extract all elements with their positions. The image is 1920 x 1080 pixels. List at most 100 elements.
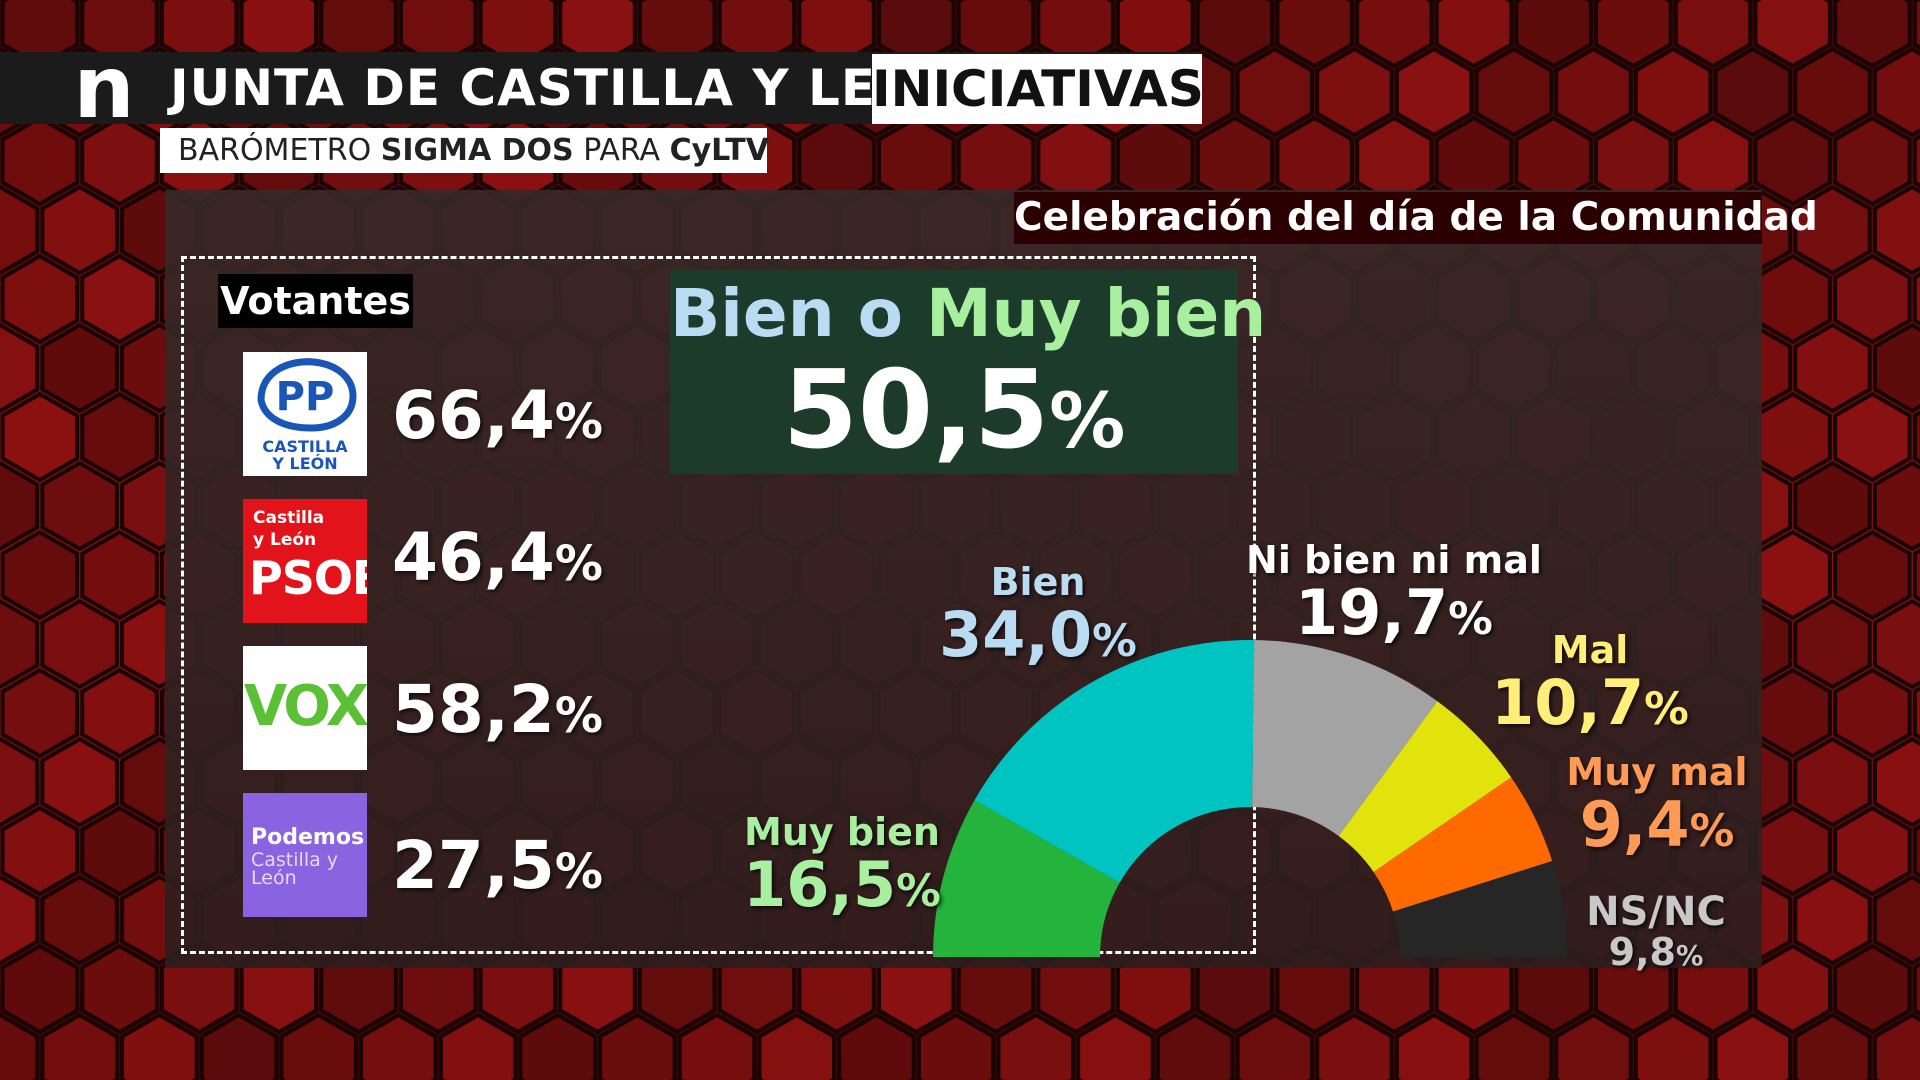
slice-name: NS/NC: [1586, 889, 1726, 935]
hexagon-tile: [558, 0, 637, 69]
hexagon-tile: [1753, 943, 1832, 1035]
vox-unit: %: [554, 688, 603, 744]
hexagon-tile: [1833, 115, 1912, 207]
slice-value: 19,7%: [1244, 580, 1544, 652]
pp-unit: %: [554, 394, 603, 450]
hexagon-tile: [1633, 46, 1713, 138]
hexagon-tile: [1793, 874, 1872, 966]
hexagon-tile: [1275, 0, 1354, 69]
podemos-logo: Podemos Castilla y León: [243, 793, 367, 917]
hexagon-tile: [0, 805, 80, 897]
hexagon-tile: [1594, 0, 1673, 69]
hexagon-tile: [1793, 736, 1872, 828]
slice-label-muy-mal: Muy mal 9,4%: [1562, 752, 1752, 864]
hexagon-tile: [1912, 0, 1920, 50]
hexagon-tile: [1793, 322, 1872, 414]
channel-logo: n: [73, 38, 135, 138]
survey-source: BARÓMETRO SIGMA DOS PARA CyLTV: [160, 128, 769, 173]
hexagon-tile: [1912, 272, 1920, 326]
hexagon-tile: [717, 0, 797, 69]
highlight-label-bien: Bien o: [670, 275, 926, 352]
slice-value: 16,5%: [742, 852, 942, 924]
hexagon-tile: [40, 736, 119, 828]
hexagon-tile: [877, 0, 956, 69]
header-tag: INICIATIVAS: [872, 54, 1204, 124]
hexagon-tile: [1912, 410, 1920, 464]
vox-percentage: 58,2%: [392, 670, 603, 756]
slice-name: Bien: [990, 560, 1086, 604]
hexagon-tile: [40, 874, 119, 966]
hexagon-tile: [638, 0, 717, 69]
hexagon-tile: [0, 736, 40, 828]
hexagon-tile: [80, 943, 159, 1035]
slice-label-bien: Bien 34,0%: [938, 562, 1138, 674]
hexagon-tile: [1394, 46, 1474, 138]
hexagon-tile: [1713, 46, 1793, 138]
pp-logo-line2: Y LEÓN: [272, 454, 338, 473]
hexagon-tile: [1116, 0, 1195, 69]
hexagon-tile: [40, 322, 119, 414]
hexagon-tile: [0, 874, 40, 966]
hexagon-tile: [319, 0, 398, 69]
psoe-logo-line2: y León: [253, 530, 317, 550]
podemos-logo-line1: Castilla y: [251, 849, 339, 871]
slice-unit: %: [1448, 593, 1493, 645]
slice-value: 9,4%: [1562, 792, 1752, 864]
slice-value: 34,0%: [938, 602, 1138, 674]
source-mid: PARA: [573, 133, 670, 168]
slice-label-ns-nc: NS/NC 9,8%: [1576, 892, 1736, 977]
hexagon-tile: [1195, 0, 1275, 69]
hexagon-tile: [0, 667, 80, 759]
gauge-slice-bien: [974, 639, 1255, 883]
pp-percentage: 66,4%: [392, 376, 603, 462]
hexagon-tile: [1514, 115, 1593, 207]
slice-name: Mal: [1551, 628, 1629, 672]
gauge-slice-ns-nc: [1392, 861, 1567, 957]
hexagon-tile: [1833, 805, 1912, 897]
highlight-box: Bien o Muy bien 50,5%: [670, 270, 1266, 474]
slice-label-mal: Mal 10,7%: [1490, 630, 1690, 742]
hexagon-tile: [0, 253, 80, 345]
psoe-logo-line1: Castilla: [253, 508, 325, 528]
hexagon-tile: [80, 667, 159, 759]
pp-value: 66,4: [392, 377, 555, 454]
hexagon-tile: [1912, 824, 1920, 878]
slice-unit: %: [896, 865, 941, 917]
psoe-logo-name: PSOE: [249, 551, 367, 605]
hexagon-tile: [1912, 686, 1920, 740]
source-broadcaster: CyLTV: [669, 133, 769, 168]
hexagon-tile: [1753, 667, 1832, 759]
hexagon-tile: [40, 184, 119, 276]
hexagon-tile: [0, 391, 80, 483]
hexagon-tile: [80, 0, 159, 69]
podemos-logo-name: Podemos: [251, 825, 365, 850]
hexagon-tile: [1872, 598, 1920, 690]
highlight-label: Bien o Muy bien: [670, 274, 1266, 354]
hexagon-tile: [1833, 253, 1912, 345]
hexagon-tile: [1753, 391, 1832, 483]
podemos-unit: %: [554, 844, 603, 900]
hexagon-tile: [1912, 962, 1920, 1016]
slice-name: Ni bien ni mal: [1246, 538, 1542, 582]
source-pollster: SIGMA DOS: [380, 133, 574, 168]
slice-number: 16,5: [743, 848, 897, 921]
pp-mark-icon: PP: [257, 358, 357, 432]
hexagon-tile: [0, 460, 40, 552]
slice-unit: %: [1092, 615, 1137, 667]
hexagon-tile: [1514, 0, 1593, 69]
slice-number: 10,7: [1491, 666, 1645, 739]
gauge-slice-mal: [1338, 701, 1512, 872]
hexagon-tile: [1355, 0, 1434, 69]
hexagon-tile: [1872, 460, 1920, 552]
source-pre: BARÓMETRO: [178, 133, 381, 168]
hexagon-tile: [1793, 460, 1872, 552]
hexagon-tile: [0, 943, 80, 1035]
slice-name: Muy bien: [744, 810, 940, 854]
vox-logo: VOX: [243, 646, 367, 770]
podemos-logo-line2: León: [251, 867, 297, 889]
hexagon-tile: [1753, 805, 1832, 897]
hexagon-tile: [80, 391, 159, 483]
hexagon-tile: [1673, 115, 1753, 207]
slice-value: 9,8%: [1576, 932, 1736, 977]
slice-value: 10,7%: [1490, 670, 1690, 742]
